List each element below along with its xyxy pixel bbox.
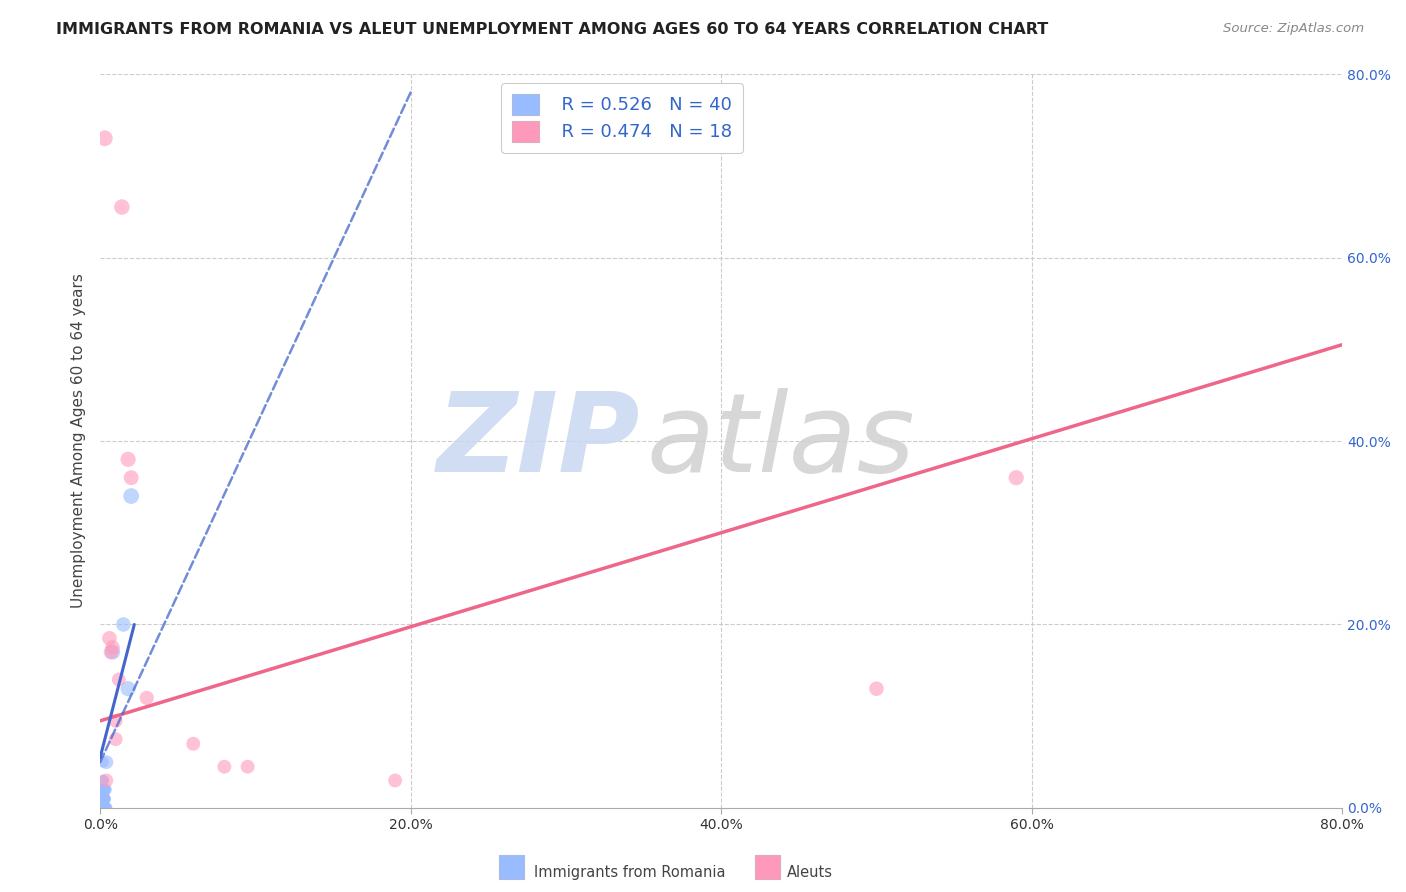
Point <box>96 782 118 797</box>
Point <box>94 782 117 797</box>
Point <box>90 801 112 815</box>
Point <box>94 792 117 806</box>
Y-axis label: Unemployment Among Ages 60 to 64 years: Unemployment Among Ages 60 to 64 years <box>72 274 86 608</box>
Point <box>94 782 117 797</box>
Point <box>94 801 117 815</box>
Point <box>94 782 117 797</box>
Text: IMMIGRANTS FROM ROMANIA VS ALEUT UNEMPLOYMENT AMONG AGES 60 TO 64 YEARS CORRELAT: IMMIGRANTS FROM ROMANIA VS ALEUT UNEMPLO… <box>56 22 1049 37</box>
Point <box>101 645 124 659</box>
Point <box>91 773 114 788</box>
Point <box>96 801 118 815</box>
Point <box>91 801 114 815</box>
Text: Immigrants from Romania: Immigrants from Romania <box>534 865 725 880</box>
Point <box>181 737 204 751</box>
Point <box>117 452 139 467</box>
Point <box>91 801 114 815</box>
Point <box>107 673 129 687</box>
Point <box>90 801 112 815</box>
Point <box>91 755 114 769</box>
Point <box>98 632 121 646</box>
Point <box>104 714 127 728</box>
Point <box>90 782 112 797</box>
Point <box>865 681 887 696</box>
Point <box>101 640 124 655</box>
Point <box>90 801 112 815</box>
Point <box>91 801 114 815</box>
Point <box>384 773 406 788</box>
Point <box>94 792 117 806</box>
Point <box>135 690 157 705</box>
Point <box>91 801 114 815</box>
Point <box>91 801 114 815</box>
Point <box>91 801 114 815</box>
Point <box>104 732 127 747</box>
Point <box>90 801 112 815</box>
Point <box>96 773 118 788</box>
Point <box>90 792 112 806</box>
Point <box>120 471 142 485</box>
Text: Source: ZipAtlas.com: Source: ZipAtlas.com <box>1223 22 1364 36</box>
Point <box>236 760 259 774</box>
Text: ZIP: ZIP <box>437 387 641 494</box>
Bar <box>499 855 524 879</box>
Point <box>94 792 117 806</box>
Point <box>91 773 114 788</box>
Point <box>91 792 114 806</box>
Legend:   R = 0.526   N = 40,   R = 0.474   N = 18: R = 0.526 N = 40, R = 0.474 N = 18 <box>501 83 742 153</box>
Point <box>1005 471 1028 485</box>
Point <box>90 801 112 815</box>
Point <box>120 489 142 503</box>
Point <box>117 681 139 696</box>
Point <box>90 801 112 815</box>
Point <box>91 792 114 806</box>
Point <box>91 801 114 815</box>
Text: atlas: atlas <box>647 387 915 494</box>
Point <box>90 801 112 815</box>
Point <box>111 200 134 214</box>
Point <box>94 131 117 145</box>
Point <box>91 782 114 797</box>
Bar <box>755 855 780 879</box>
Point <box>94 801 117 815</box>
Point <box>100 645 122 659</box>
Point <box>96 755 118 769</box>
Point <box>96 801 118 815</box>
Point <box>90 801 112 815</box>
Point <box>94 792 117 806</box>
Point <box>112 617 135 632</box>
Text: Aleuts: Aleuts <box>787 865 834 880</box>
Point <box>214 760 236 774</box>
